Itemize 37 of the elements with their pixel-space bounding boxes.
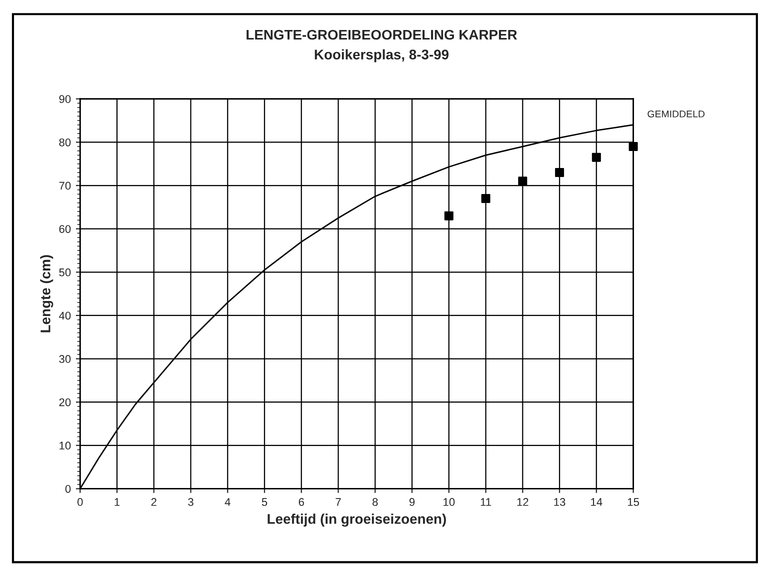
x-tick-label: 7 (336, 498, 341, 506)
y-tick-label: 80 (59, 138, 71, 146)
x-tick-label: 15 (628, 498, 640, 506)
x-tick-label: 11 (480, 498, 492, 506)
point (555, 168, 564, 178)
x-tick-label: 10 (444, 498, 455, 506)
x-tick-label: 1 (114, 498, 120, 506)
chart-subtitle: Kooikersplas, 8-3-99 (314, 49, 449, 62)
y-tick-label: 50 (59, 268, 71, 276)
y-axis-title: Lengte (cm) (40, 255, 54, 332)
y-tick-label: 70 (59, 182, 71, 190)
x-tick-label: 6 (298, 498, 304, 506)
x-tick-label: 3 (188, 498, 194, 506)
x-tick-label: 14 (591, 498, 602, 506)
series-label: GEMIDDELD (648, 110, 705, 118)
x-tick-label: 2 (151, 498, 156, 506)
y-tick-label: 0 (65, 484, 71, 493)
x-tick-label: 4 (224, 498, 230, 506)
y-tick-label: 90 (59, 95, 71, 104)
x-axis-title: Leeftijd (in groeiseizoenen) (268, 514, 446, 527)
x-tick-label: 12 (517, 498, 528, 506)
point (518, 176, 528, 186)
y-tick-label: 30 (59, 355, 71, 363)
chart-title: LENGTE-GROEIBEOORDELING KARPER (246, 30, 518, 40)
x-tick-label: 8 (372, 498, 378, 506)
y-tick-label: 20 (59, 398, 71, 406)
point (628, 142, 638, 152)
y-tick-label: 60 (59, 225, 71, 233)
x-tick-label: 0 (77, 498, 83, 506)
x-tick-label: 5 (262, 498, 268, 506)
x-tick-label: 9 (409, 498, 415, 506)
point (592, 152, 601, 162)
y-tick-label: 40 (58, 312, 71, 320)
point (444, 211, 454, 220)
point (481, 194, 490, 203)
x-tick-label: 13 (554, 498, 566, 506)
y-tick-label: 10 (60, 442, 71, 450)
